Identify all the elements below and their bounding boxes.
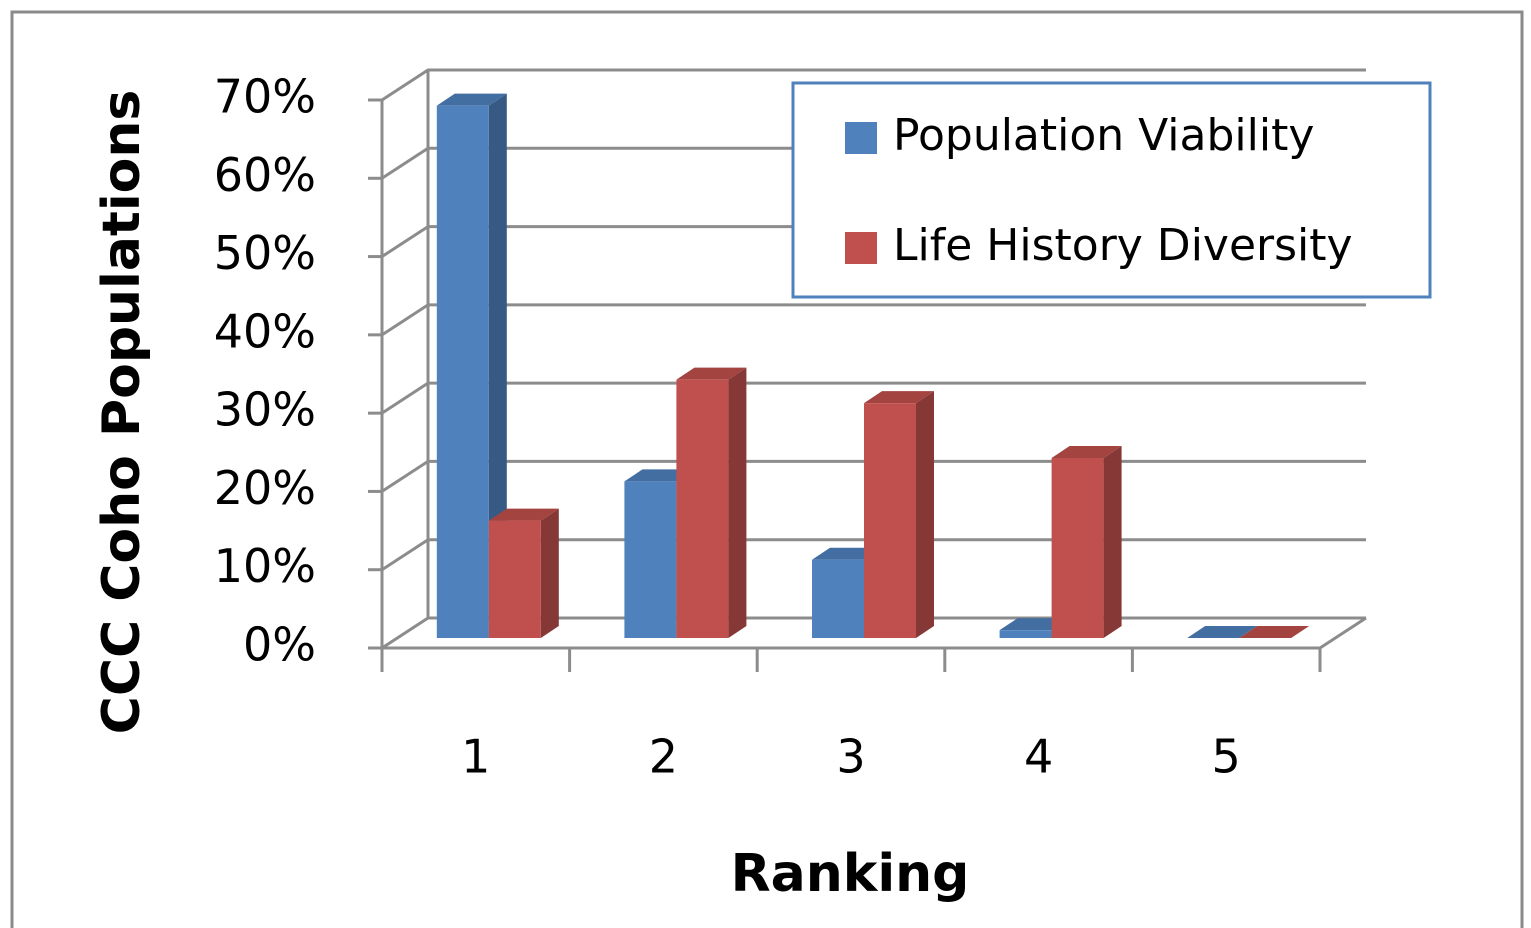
bar xyxy=(999,630,1052,638)
x-axis-title: Ranking xyxy=(731,844,970,904)
grid-line xyxy=(381,381,1366,415)
floor-right xyxy=(1319,616,1367,650)
x-tick-label: 2 xyxy=(649,730,678,784)
bar xyxy=(676,379,729,638)
bar-top xyxy=(864,391,934,404)
bar xyxy=(624,481,677,638)
bar-side xyxy=(1103,445,1122,638)
y-axis-title: CCC Coho Populations xyxy=(92,90,152,735)
legend-label: Life History Diversity xyxy=(893,220,1353,271)
y-tick-label: 40% xyxy=(214,304,316,358)
bar xyxy=(1051,457,1104,638)
bar-top xyxy=(488,508,559,521)
y-tick-label: 20% xyxy=(214,461,316,515)
legend-box xyxy=(791,81,1432,299)
grid-line xyxy=(381,303,1366,337)
y-tick-label: 50% xyxy=(214,226,316,280)
bar-top xyxy=(676,367,747,380)
bar xyxy=(812,559,864,638)
y-tick-label: 30% xyxy=(214,383,316,437)
y-tick-label: 70% xyxy=(214,70,316,124)
y-tick-label: 60% xyxy=(214,148,316,202)
bar-side xyxy=(540,508,559,638)
bar-top xyxy=(1239,626,1310,638)
x-tick-label: 3 xyxy=(836,730,865,784)
x-tick-label: 4 xyxy=(1024,730,1053,784)
legend-swatch xyxy=(845,232,877,264)
bar-top xyxy=(1051,445,1122,458)
bar-side xyxy=(728,367,747,638)
bar-side xyxy=(488,93,507,638)
bar-top xyxy=(436,93,507,106)
bar xyxy=(436,105,489,638)
bar xyxy=(864,403,916,638)
grid-line xyxy=(381,68,1366,102)
legend-label: Population Viability xyxy=(893,110,1314,161)
bar-top xyxy=(1187,626,1258,638)
x-tick-label: 1 xyxy=(461,730,490,784)
y-tick-label: 0% xyxy=(243,618,316,672)
bar xyxy=(488,520,541,638)
x-tick-label: 5 xyxy=(1212,730,1241,784)
legend-swatch xyxy=(845,122,877,154)
y-tick-label: 10% xyxy=(214,539,316,593)
frame xyxy=(10,10,1524,928)
bar-side xyxy=(916,391,934,638)
